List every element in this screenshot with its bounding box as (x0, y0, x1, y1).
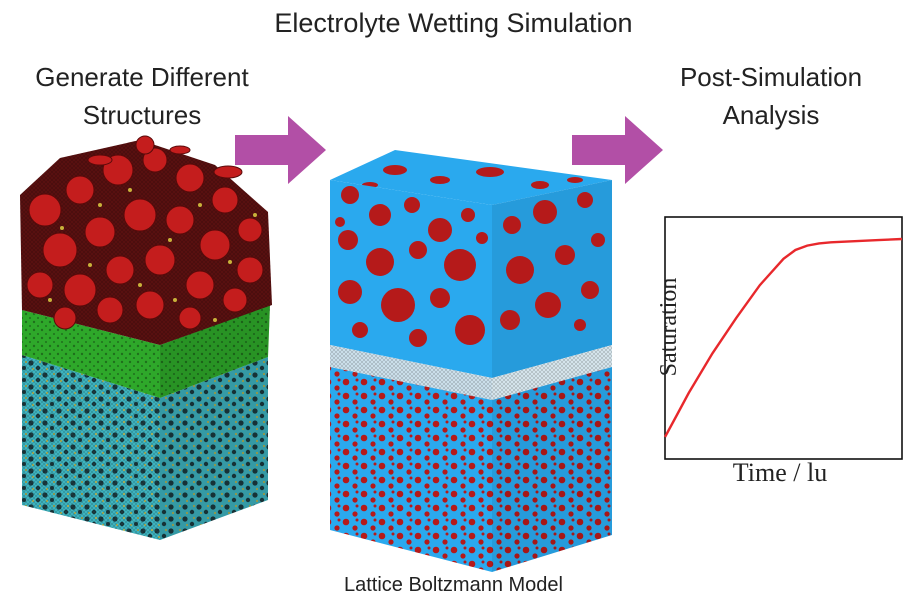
plot-frame (664, 216, 903, 460)
process-arrow-1 (235, 116, 326, 184)
generated-structure-block (20, 135, 272, 540)
lbm-caption: Lattice Boltzmann Model (343, 574, 563, 596)
structures-heading: Generate Different Structures (8, 58, 276, 134)
plot-x-axis-label: Time / lu (732, 458, 828, 487)
structures-heading-line-1: Generate Different (35, 62, 249, 92)
saturation-plot (663, 216, 903, 460)
analysis-heading: Post-Simulation Analysis (640, 58, 902, 134)
plot-y-axis-label: Saturation (656, 277, 682, 377)
structures-heading-line-2: Structures (82, 100, 202, 130)
analysis-heading-line-2: Analysis (722, 100, 820, 130)
analysis-heading-line-1: Post-Simulation (679, 62, 863, 92)
process-arrow-2 (572, 116, 663, 184)
diagram-title: Electrolyte Wetting Simulation (274, 8, 633, 38)
lbm-simulation-block (330, 150, 612, 572)
saturation-curve (663, 237, 903, 438)
cathode-particles (20, 135, 272, 345)
